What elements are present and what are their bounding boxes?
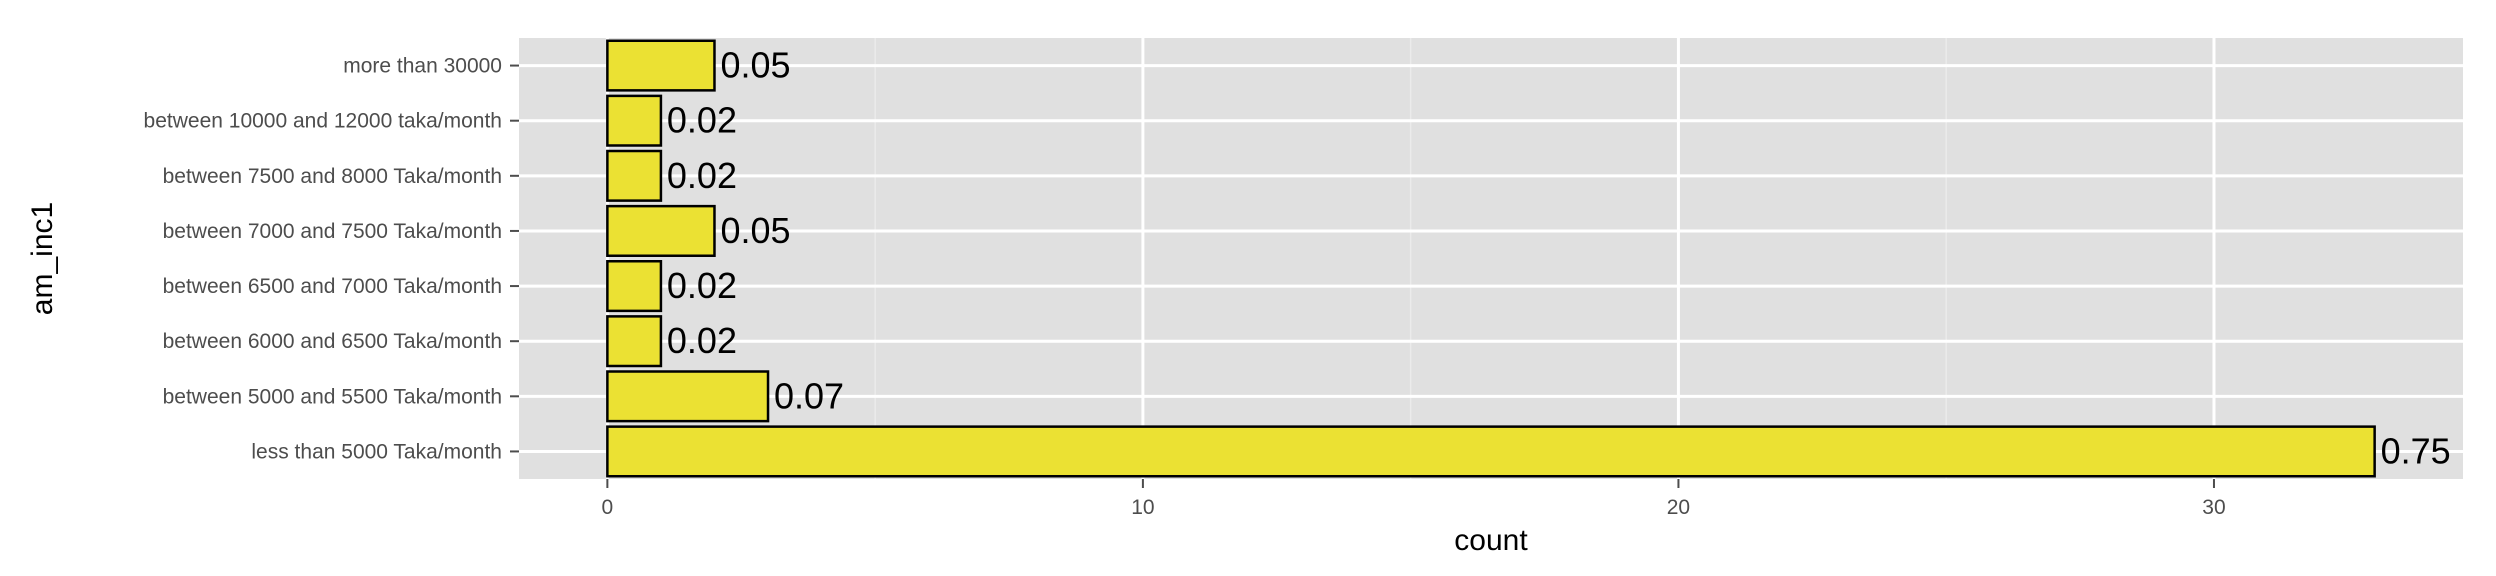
- bar: [606, 149, 663, 202]
- data-label: 0.75: [2381, 430, 2451, 471]
- bar: [606, 94, 663, 147]
- bar: [606, 39, 716, 92]
- data-labels: 0.75 0.07 0.02 0.02 0.05 0.02 0.02 0.05: [667, 45, 2451, 472]
- data-label: 0.05: [720, 45, 790, 86]
- bars: [606, 39, 2376, 478]
- bar: [606, 425, 2376, 478]
- data-label: 0.07: [774, 375, 844, 416]
- y-axis-title: am_inc1: [26, 202, 59, 315]
- x-axis-title: count: [1454, 524, 1528, 557]
- data-label: 0.02: [667, 265, 737, 306]
- y-tick-label: between 6000 and 6500 Taka/month: [163, 330, 502, 353]
- data-label: 0.05: [720, 210, 790, 251]
- plot-panel: [519, 38, 2463, 479]
- minor-gridlines: [874, 38, 1947, 479]
- x-tick-label: 30: [2202, 496, 2225, 519]
- data-label: 0.02: [667, 155, 737, 196]
- bar: [606, 315, 663, 368]
- x-tick-label: 10: [1131, 496, 1154, 519]
- bar: [606, 370, 770, 423]
- data-label: 0.02: [667, 100, 737, 141]
- y-tick-label: between 7500 and 8000 Taka/month: [163, 165, 502, 188]
- y-tick-label: between 10000 and 12000 taka/month: [144, 110, 502, 133]
- y-axis: less than 5000 Taka/month between 5000 an…: [144, 55, 519, 463]
- x-tick-label: 0: [602, 496, 614, 519]
- y-tick-label: between 7000 and 7500 Taka/month: [163, 220, 502, 243]
- x-tick-label: 20: [1667, 496, 1690, 519]
- y-tick-label: less than 5000 Taka/month: [251, 440, 502, 463]
- bar: [606, 204, 716, 257]
- x-axis: 0 10 20 30: [602, 479, 2226, 519]
- y-tick-label: more than 30000: [343, 55, 502, 78]
- data-label: 0.02: [667, 320, 737, 361]
- y-tick-label: between 5000 and 5500 Taka/month: [163, 385, 502, 408]
- y-tick-label: between 6500 and 7000 Taka/month: [163, 275, 502, 298]
- bar: [606, 260, 663, 313]
